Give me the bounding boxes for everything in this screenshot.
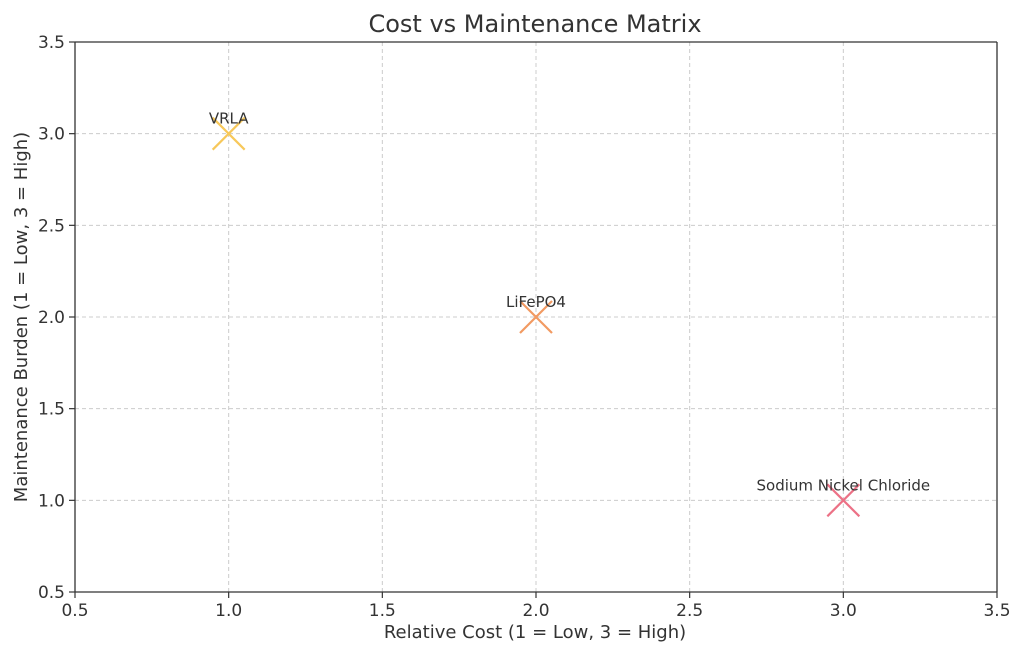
y-tick-label-3: 2.0 <box>38 308 65 328</box>
x-tick-label-5: 3.0 <box>830 601 857 621</box>
y-tick-label-0: 0.5 <box>38 583 65 603</box>
point-label-lifepo4: LiFePO4 <box>506 293 566 311</box>
y-tick-label-5: 3.0 <box>38 125 65 145</box>
x-tick-label-3: 2.0 <box>522 601 549 621</box>
x-tick-label-1: 1.0 <box>215 601 242 621</box>
point-label-vrla: VRLA <box>209 110 249 128</box>
y-axis-label: Maintenance Burden (1 = Low, 3 = High) <box>11 132 32 502</box>
x-axis-label: Relative Cost (1 = Low, 3 = High) <box>384 622 686 643</box>
y-tick-label-4: 2.5 <box>38 216 65 236</box>
point-label-sodium-nickel-chloride: Sodium Nickel Chloride <box>757 476 931 494</box>
ticks: 0.5 1.0 1.5 2.0 2.5 3.0 3.5 0.5 1.0 1.5 2.0 2.5 3.0 3… <box>38 33 1011 621</box>
chart-title: Cost vs Maintenance Matrix <box>368 10 701 38</box>
x-marker-stroke-b <box>826 483 861 518</box>
x-tick-label-2: 1.5 <box>369 601 396 621</box>
point-lifepo4: LiFePO4 <box>506 293 566 334</box>
x-marker-stroke-b <box>211 116 246 151</box>
x-marker-stroke-b <box>519 300 553 334</box>
data-points: VRLA LiFePO4 Sodium Nickel Chloride <box>209 110 931 518</box>
y-tick-label-1: 1.0 <box>38 491 65 511</box>
x-tick-label-4: 2.5 <box>676 601 703 621</box>
point-sodium-nickel-chloride: Sodium Nickel Chloride <box>757 476 931 518</box>
y-tick-label-2: 1.5 <box>38 400 65 420</box>
point-vrla: VRLA <box>209 110 249 151</box>
x-tick-label-0: 0.5 <box>61 601 88 621</box>
x-tick-label-6: 3.5 <box>983 601 1010 621</box>
y-tick-label-6: 3.5 <box>38 33 65 53</box>
